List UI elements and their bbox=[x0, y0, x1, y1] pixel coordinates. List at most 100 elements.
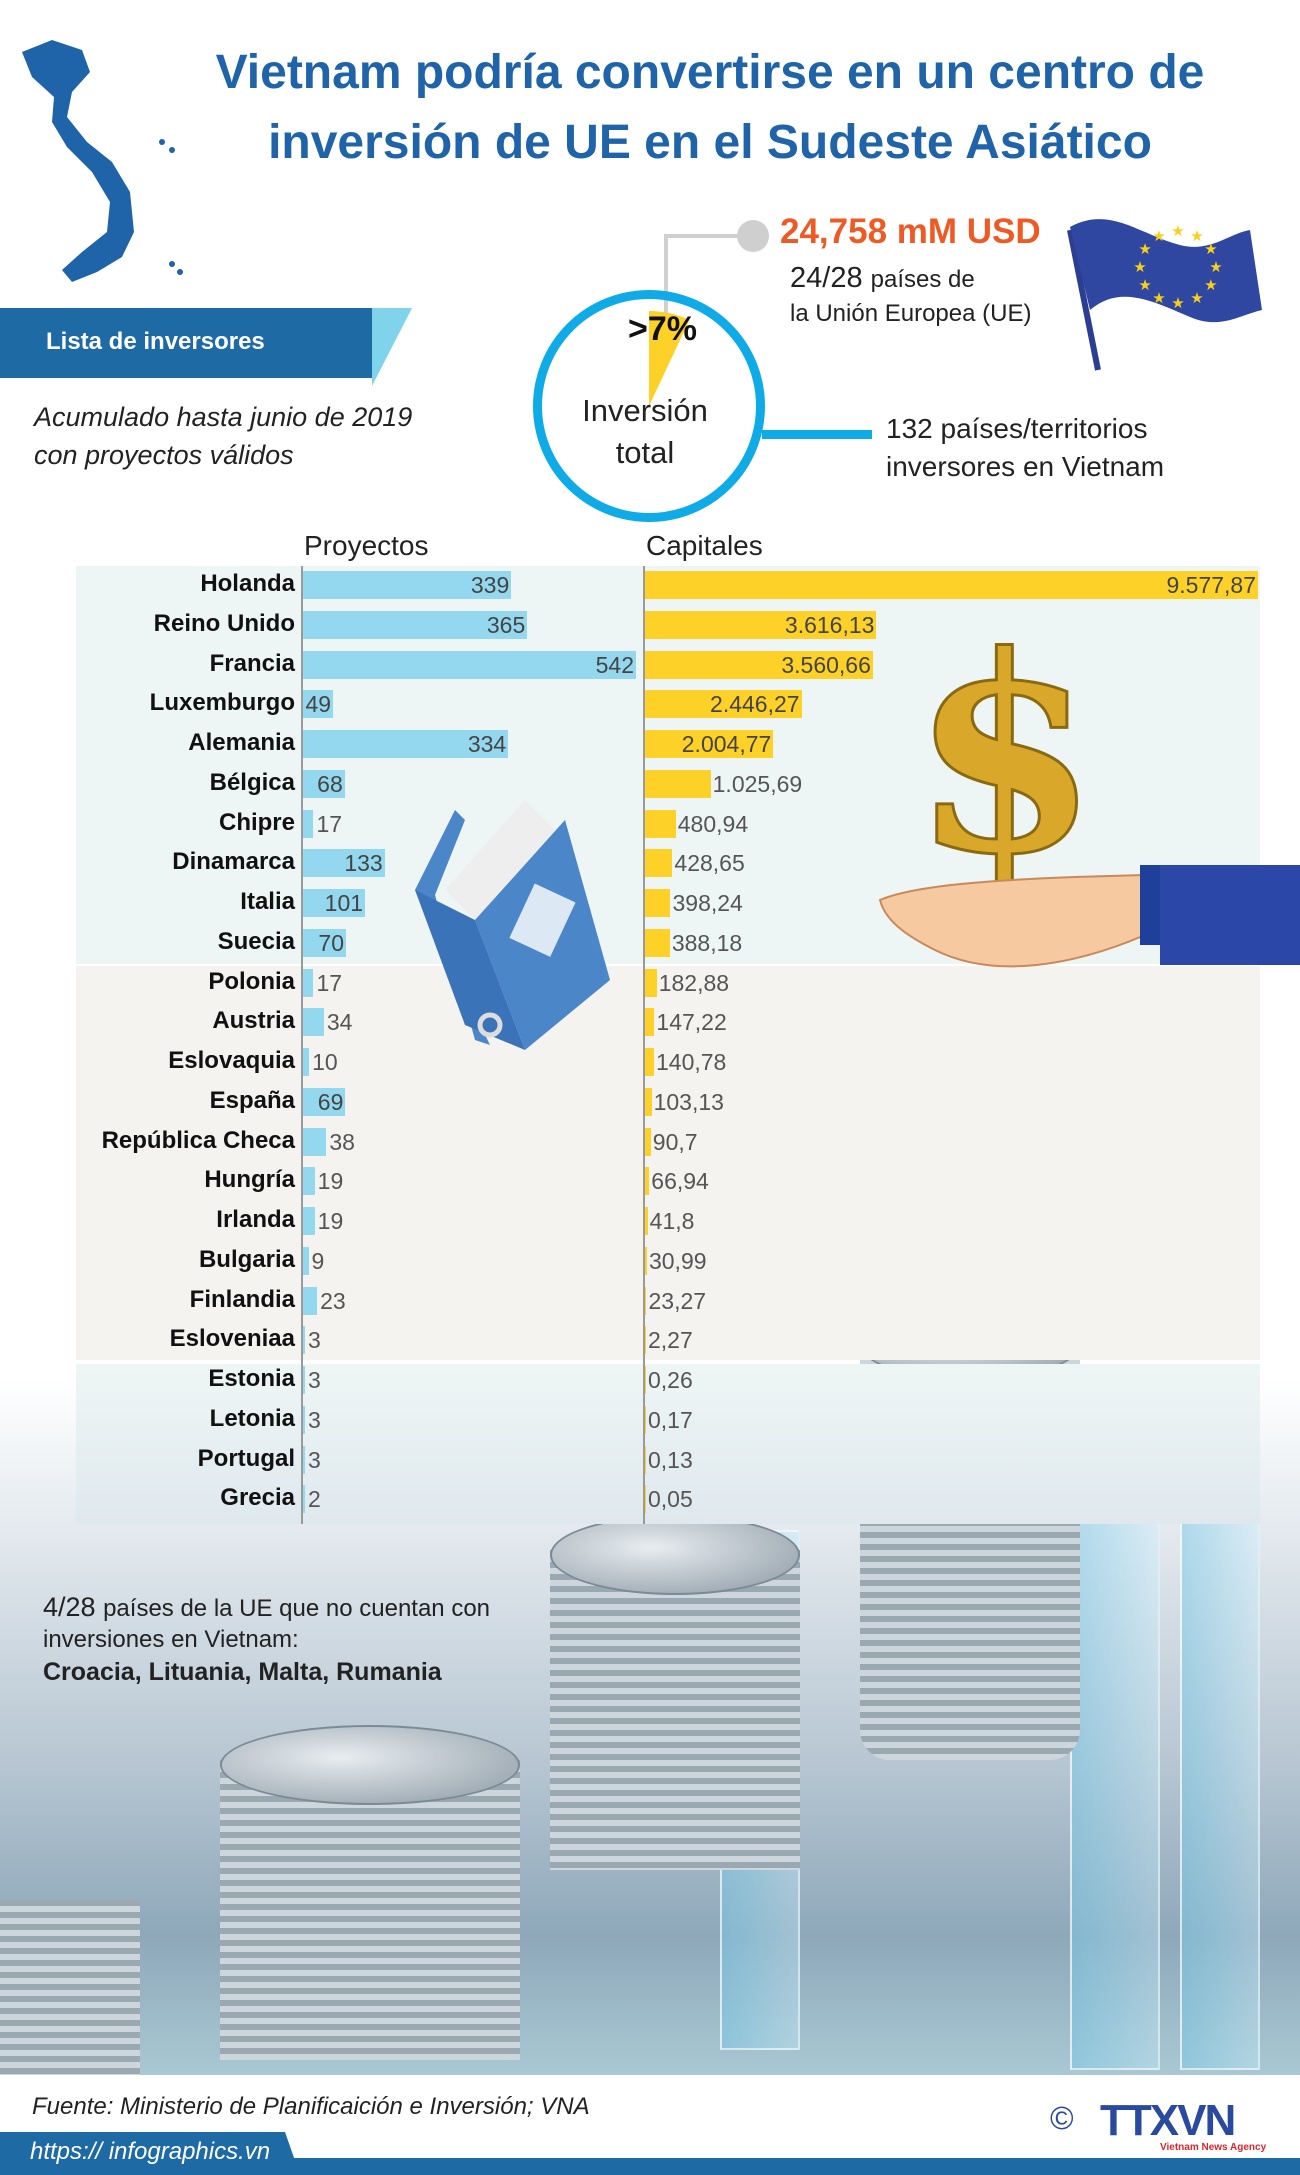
projects-value: 101 bbox=[324, 890, 364, 916]
capital-value: 0,13 bbox=[648, 1446, 693, 1473]
capital-value: 66,94 bbox=[651, 1168, 709, 1195]
projects-value: 19 bbox=[317, 1168, 344, 1195]
capital-value: 0,26 bbox=[648, 1367, 693, 1393]
country-label: Hungría bbox=[204, 1166, 295, 1194]
svg-text:★: ★ bbox=[1204, 241, 1217, 258]
svg-text:★: ★ bbox=[1190, 290, 1203, 307]
projects-bar bbox=[303, 610, 528, 639]
projects-bar bbox=[303, 769, 345, 798]
dollar-sign-icon: $ bbox=[905, 595, 1105, 916]
country-label: Italia bbox=[240, 888, 295, 915]
eu-count-text: países de bbox=[870, 266, 975, 293]
capital-bar bbox=[645, 1366, 646, 1394]
website-link[interactable]: https:// infographics.vn bbox=[30, 2138, 271, 2165]
projects-bar bbox=[303, 1485, 305, 1514]
country-label: Reino Unido bbox=[153, 609, 295, 637]
capital-value: 103,13 bbox=[653, 1088, 724, 1115]
capital-value: 2,27 bbox=[648, 1327, 693, 1354]
capital-value: 182,88 bbox=[658, 969, 730, 996]
country-label: España bbox=[209, 1086, 295, 1114]
capital-bar bbox=[645, 968, 657, 997]
note-count-value: 4/28 bbox=[43, 1592, 96, 1622]
subtitle-line-1: Acumulado hasta junio de 2019 bbox=[34, 402, 413, 432]
projects-bar bbox=[303, 968, 314, 997]
projects-bar bbox=[303, 730, 509, 758]
capital-value: 147,22 bbox=[656, 1009, 727, 1036]
capital-value: 2.004,77 bbox=[681, 731, 772, 757]
total-amount: 24,758 mM USD bbox=[780, 212, 1041, 251]
eu-count: 24/28 países de bbox=[790, 262, 975, 295]
capital-bar bbox=[645, 690, 802, 719]
capital-value: 140,78 bbox=[656, 1049, 727, 1075]
capital-bar bbox=[645, 610, 877, 639]
country-label: Bulgaria bbox=[198, 1245, 295, 1273]
projects-value: 3 bbox=[308, 1446, 321, 1473]
svg-text:★: ★ bbox=[1152, 290, 1165, 307]
svg-text:★: ★ bbox=[1171, 223, 1184, 240]
projects-bar bbox=[303, 1008, 324, 1037]
projects-bar bbox=[303, 809, 314, 838]
projects-bar bbox=[303, 1167, 315, 1196]
country-label: Dinamarca bbox=[172, 848, 295, 876]
connector-line bbox=[664, 234, 668, 314]
projects-value: 68 bbox=[317, 770, 343, 797]
investors-banner: Lista de inversores bbox=[0, 308, 412, 386]
capital-value: 3.560,66 bbox=[781, 651, 871, 678]
partners-line-2: inversores en Vietnam bbox=[886, 451, 1165, 482]
projects-value: 34 bbox=[326, 1009, 353, 1036]
country-label: Polonia bbox=[208, 967, 295, 995]
projects-value: 17 bbox=[316, 969, 343, 996]
svg-text:$: $ bbox=[911, 610, 1099, 890]
circle-label-line-1: Inversión bbox=[582, 393, 708, 428]
capital-bar bbox=[645, 1485, 646, 1514]
capital-bar bbox=[645, 1127, 651, 1156]
circle-label-line-2: total bbox=[615, 435, 675, 470]
projects-bar bbox=[303, 1048, 310, 1076]
ttxvn-logo: TTXVN bbox=[1100, 2096, 1236, 2145]
capital-value: 3.616,13 bbox=[784, 611, 875, 638]
projects-value: 339 bbox=[470, 572, 510, 598]
svg-text:★: ★ bbox=[1204, 277, 1217, 294]
capital-value: 41,8 bbox=[649, 1208, 695, 1234]
svg-text:★: ★ bbox=[1138, 241, 1151, 258]
projects-value: 3 bbox=[308, 1327, 321, 1354]
projects-value: 70 bbox=[318, 929, 344, 956]
country-label: Eslovaquia bbox=[168, 1047, 295, 1074]
country-label: Bélgica bbox=[209, 768, 295, 796]
projects-value: 38 bbox=[329, 1128, 355, 1155]
partners-count: 132 países/territorios inversores en Vie… bbox=[886, 410, 1164, 486]
country-label: Chipre bbox=[218, 808, 295, 836]
note-line-1: países de la UE que no cuentan con bbox=[103, 1595, 491, 1622]
page-title: Vietnam podría convertirse en un centro … bbox=[150, 38, 1270, 178]
projects-value: 69 bbox=[317, 1088, 344, 1115]
projects-value: 334 bbox=[467, 731, 507, 757]
subtitle: Acumulado hasta junio de 2019 con proyec… bbox=[34, 398, 412, 474]
capital-value: 9.577,87 bbox=[1166, 572, 1256, 598]
projects-bar bbox=[303, 571, 512, 599]
capital-bar bbox=[645, 1207, 648, 1235]
projects-bar bbox=[303, 1405, 305, 1434]
capital-bar bbox=[645, 1445, 646, 1474]
svg-text:★: ★ bbox=[1171, 295, 1184, 312]
projects-value: 2 bbox=[308, 1486, 321, 1513]
projects-bar bbox=[303, 1445, 305, 1474]
projects-bar bbox=[303, 1127, 327, 1156]
capital-bar bbox=[645, 889, 671, 917]
chart-section-bottom bbox=[76, 1364, 1260, 1524]
svg-text:★: ★ bbox=[1152, 228, 1165, 245]
binder-icon bbox=[415, 790, 615, 1065]
capital-bar bbox=[645, 730, 774, 758]
svg-text:★: ★ bbox=[1190, 228, 1203, 245]
eu-count-value: 24/28 bbox=[790, 262, 863, 294]
projects-value: 19 bbox=[317, 1208, 344, 1234]
capital-bar bbox=[645, 571, 1258, 599]
note-count: 4/28 países de la UE que no cuentan con bbox=[43, 1592, 490, 1623]
svg-text:★: ★ bbox=[1133, 259, 1146, 276]
share-percent: >7% bbox=[628, 310, 697, 348]
projects-bar bbox=[303, 849, 385, 878]
banner-label: Lista de inversores bbox=[46, 328, 265, 355]
projects-value: 133 bbox=[344, 850, 383, 877]
capital-value: 90,7 bbox=[652, 1128, 698, 1155]
svg-text:★: ★ bbox=[1138, 277, 1151, 294]
capital-value: 428,65 bbox=[674, 850, 745, 877]
